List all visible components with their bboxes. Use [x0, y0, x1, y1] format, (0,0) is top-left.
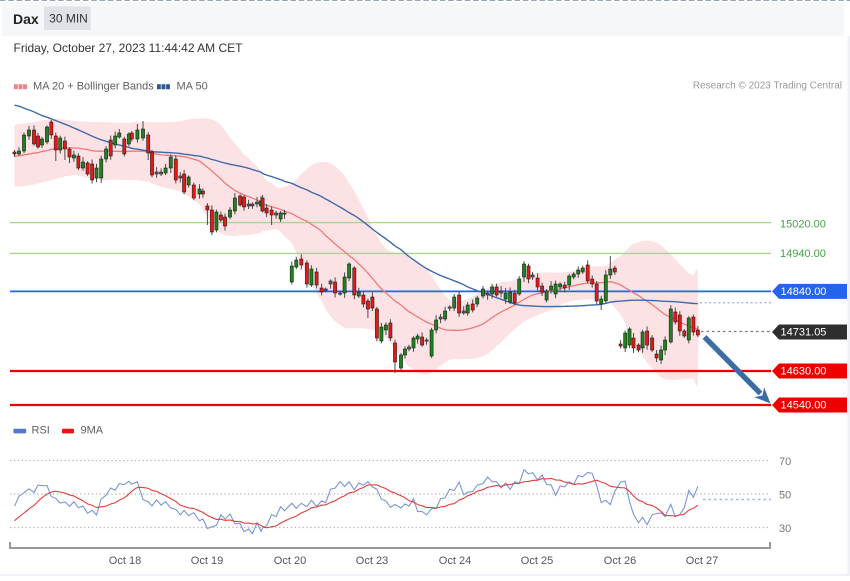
svg-text:Oct 25: Oct 25 — [521, 555, 553, 567]
svg-text:Research © 2023 Trading Centra: Research © 2023 Trading Central — [693, 81, 842, 92]
svg-text:70: 70 — [779, 456, 791, 468]
svg-text:Dax: Dax — [13, 11, 39, 27]
svg-text:14630.00: 14630.00 — [781, 366, 827, 378]
svg-text:30: 30 — [779, 523, 791, 535]
svg-text:Oct 27: Oct 27 — [686, 555, 718, 567]
svg-text:Oct 26: Oct 26 — [604, 555, 636, 567]
svg-text:Oct 18: Oct 18 — [109, 555, 141, 567]
svg-text:9MA: 9MA — [81, 425, 104, 437]
svg-text:14731.05: 14731.05 — [781, 327, 827, 339]
svg-text:MA 20 + Bollinger Bands: MA 20 + Bollinger Bands — [33, 81, 154, 93]
svg-text:MA 50: MA 50 — [177, 81, 208, 93]
svg-text:Oct 19: Oct 19 — [191, 555, 223, 567]
svg-text:14940.00: 14940.00 — [780, 248, 826, 260]
svg-text:50: 50 — [779, 490, 791, 502]
svg-text:Friday, October 27, 2023 11:44: Friday, October 27, 2023 11:44:42 AM CET — [14, 41, 244, 55]
svg-text:14840.00: 14840.00 — [781, 286, 827, 298]
svg-text:Oct 24: Oct 24 — [439, 555, 471, 567]
svg-text:Oct 20: Oct 20 — [274, 555, 306, 567]
svg-text:30 MIN: 30 MIN — [49, 12, 88, 26]
svg-text:14540.00: 14540.00 — [781, 400, 827, 412]
svg-text:RSI: RSI — [32, 425, 50, 437]
svg-text:Oct 23: Oct 23 — [356, 555, 388, 567]
svg-text:15020.00: 15020.00 — [780, 219, 826, 231]
